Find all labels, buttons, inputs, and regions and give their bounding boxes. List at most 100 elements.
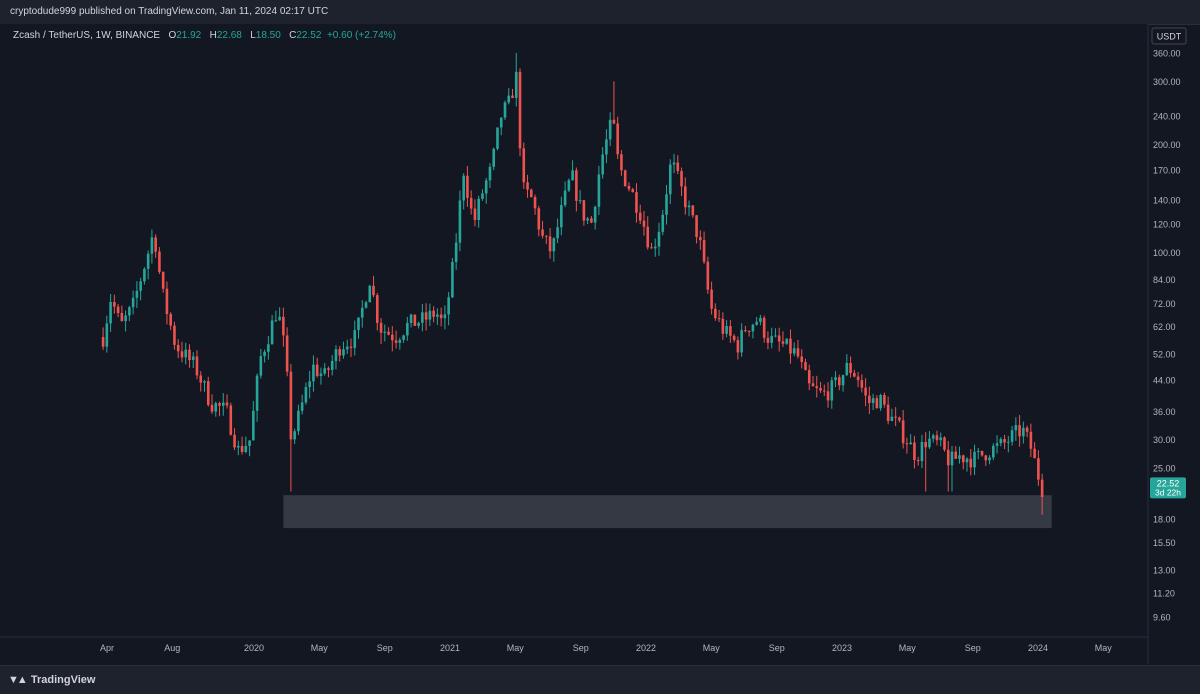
currency-label: USDT — [1157, 32, 1182, 42]
price-tick-label: 200.00 — [1153, 140, 1181, 150]
candle-body — [511, 95, 514, 99]
candle-body — [360, 307, 364, 318]
candle-body — [116, 306, 120, 314]
price-tick-label: 72.00 — [1153, 299, 1176, 309]
price-chart[interactable]: 360.00 300.00 240.00 200.00 170.00 140.00 120.… — [0, 24, 1200, 664]
low-label: L — [250, 30, 256, 41]
candle-body — [345, 346, 349, 350]
candle-body — [522, 148, 526, 183]
candle-body — [815, 386, 819, 388]
candle-body — [616, 123, 619, 155]
candle-body — [327, 368, 330, 370]
candle-body — [113, 301, 116, 307]
plot-background — [0, 24, 1148, 664]
candle-body — [109, 301, 112, 324]
candle-body — [792, 348, 796, 354]
high-value: 22.68 — [216, 30, 242, 41]
candle-body — [308, 381, 311, 388]
candle-body — [916, 460, 920, 462]
time-tick-label: 2020 — [244, 643, 264, 653]
candle-body — [180, 351, 184, 358]
price-badge-value: 22.52 — [1157, 478, 1180, 488]
candle-body — [451, 261, 454, 298]
price-tick-label: 9.60 — [1153, 613, 1171, 623]
open-value: 21.92 — [176, 30, 202, 41]
candle-body — [973, 451, 976, 468]
candle-body — [913, 442, 916, 461]
support-zone — [283, 495, 1052, 529]
candle-body — [864, 387, 867, 396]
candle-body — [338, 349, 342, 356]
candle-body — [191, 356, 195, 361]
candle-body — [830, 380, 834, 401]
price-tick-label: 13.00 — [1153, 565, 1176, 575]
candle-body — [195, 356, 199, 376]
candle-body — [259, 356, 263, 376]
candle-body — [762, 317, 766, 338]
candle-body — [849, 363, 852, 373]
candle-body — [499, 117, 503, 128]
candle-body — [439, 314, 443, 319]
candle-body — [586, 218, 589, 221]
candle-body — [158, 251, 161, 272]
candle-body — [526, 182, 529, 190]
time-tick-label: Aug — [164, 643, 180, 653]
candle-body — [548, 236, 552, 252]
symbol-title[interactable]: Zcash / TetherUS, 1W, BINANCE — [13, 30, 161, 41]
candle-body — [582, 200, 586, 221]
candle-body — [766, 337, 770, 343]
candle-body — [394, 340, 398, 343]
candle-body — [481, 193, 484, 199]
candle-body — [165, 288, 169, 314]
candle-body — [623, 170, 627, 187]
candle-body — [699, 237, 702, 241]
candle-body — [856, 376, 860, 381]
candle-body — [312, 364, 315, 382]
candle-body — [826, 391, 830, 401]
candle-body — [319, 373, 323, 377]
price-tick-label: 52.00 — [1153, 350, 1176, 360]
candle-body — [1037, 458, 1040, 480]
candle-body — [105, 323, 109, 347]
candle-body — [638, 212, 642, 221]
candle-body — [173, 325, 176, 345]
time-tick-label: May — [507, 643, 525, 653]
candle-body — [683, 186, 687, 208]
candle-body — [552, 238, 556, 252]
price-tick-label: 120.00 — [1153, 219, 1181, 229]
candle-body — [503, 102, 507, 118]
candle-body — [563, 190, 567, 206]
chart-legend: Zcash / TetherUS, 1W, BINANCE O21.92 H22… — [13, 30, 396, 41]
chart-area[interactable]: 360.00 300.00 240.00 200.00 170.00 140.00 120.… — [0, 24, 1200, 664]
candle-body — [984, 455, 988, 461]
candle-body — [214, 403, 218, 412]
candle-body — [807, 370, 811, 384]
candle-body — [383, 331, 387, 333]
candle-body — [879, 394, 882, 409]
candle-body — [447, 297, 450, 315]
candle-body — [770, 336, 773, 343]
candle-body — [169, 313, 172, 326]
candle-body — [267, 344, 270, 352]
price-tick-label: 100.00 — [1153, 248, 1181, 258]
candle-body — [894, 416, 897, 418]
candle-body — [176, 344, 180, 352]
time-tick-label: 2024 — [1028, 643, 1048, 653]
candle-body — [248, 440, 251, 446]
time-tick-label: 2023 — [832, 643, 852, 653]
candle-body — [976, 450, 980, 452]
tradingview-logo[interactable]: ▼▲ TradingView — [8, 674, 95, 686]
candle-body — [364, 302, 368, 308]
candle-body — [221, 402, 225, 406]
time-tick-label: Sep — [573, 643, 589, 653]
candle-body — [293, 431, 296, 440]
candle-body — [676, 162, 680, 172]
candle-body — [492, 148, 496, 167]
candle-body — [672, 162, 676, 165]
currency-button[interactable]: USDT — [1151, 27, 1187, 45]
candle-body — [883, 394, 886, 405]
candle-body — [668, 164, 672, 195]
candle-body — [128, 307, 131, 316]
price-tick-label: 300.00 — [1153, 77, 1181, 87]
candle-body — [315, 364, 319, 377]
